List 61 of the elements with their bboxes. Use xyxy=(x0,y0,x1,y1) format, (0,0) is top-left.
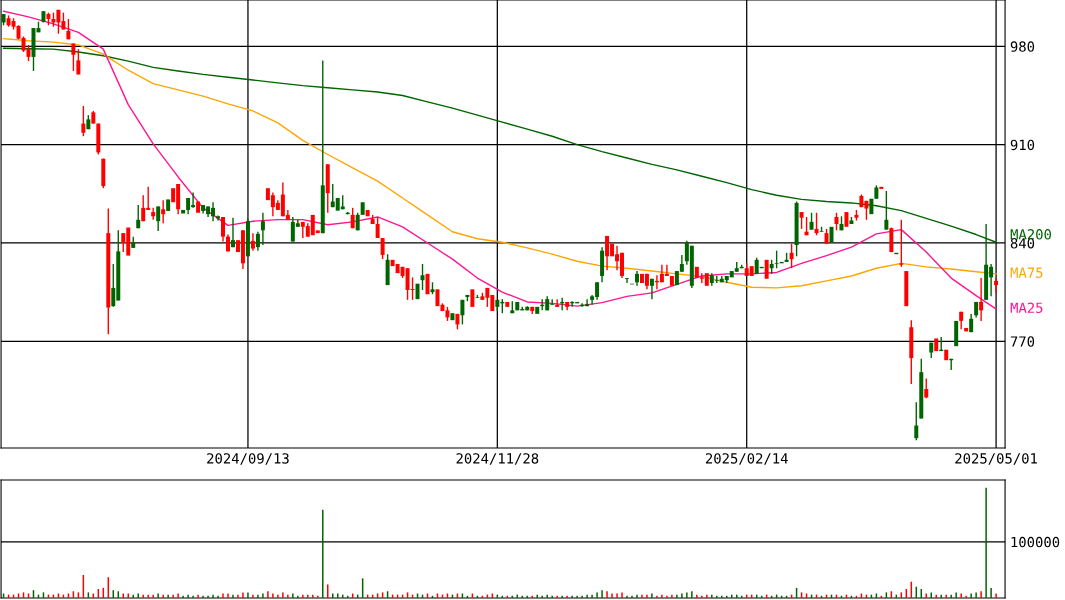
candlestick xyxy=(515,301,520,311)
candlestick xyxy=(156,205,161,232)
candlestick xyxy=(844,212,849,227)
candlestick xyxy=(625,277,629,284)
candlestick xyxy=(869,198,874,215)
candlestick xyxy=(196,201,201,213)
candlestick xyxy=(555,298,560,308)
series-label: MA25 xyxy=(1010,302,1043,314)
candlestick xyxy=(944,349,949,361)
candlestick xyxy=(879,186,884,189)
candlestick xyxy=(934,338,939,352)
candlestick xyxy=(380,237,385,260)
candlestick xyxy=(71,42,76,72)
candlestick xyxy=(789,242,794,269)
candlestick xyxy=(979,277,984,322)
candlestick xyxy=(884,190,889,231)
y-tick-label: 980 xyxy=(1010,41,1035,52)
candlestick xyxy=(914,401,919,441)
candlestick xyxy=(420,263,425,291)
candlestick xyxy=(994,277,999,294)
candlestick xyxy=(904,271,909,307)
line-series xyxy=(2,37,997,289)
y-tick-label: 770 xyxy=(1010,336,1035,347)
candlestick xyxy=(749,266,754,276)
x-tick-label: 2024/11/28 xyxy=(456,453,539,465)
candlestick xyxy=(260,212,265,246)
series-label: MA200 xyxy=(1010,229,1051,240)
candlestick xyxy=(814,212,819,236)
candlestick xyxy=(899,219,904,268)
candlestick xyxy=(365,209,370,217)
x-tick-label: 2024/09/13 xyxy=(207,453,289,465)
candlestick xyxy=(415,283,420,300)
candlestick xyxy=(81,105,86,137)
candlestick xyxy=(121,232,126,253)
candlestick xyxy=(450,313,455,321)
candlestick xyxy=(230,216,235,248)
candlestick xyxy=(360,202,365,215)
candlestick xyxy=(460,299,465,326)
candlestick xyxy=(151,207,156,221)
candlestick xyxy=(161,199,166,224)
candlestick xyxy=(535,306,540,314)
candlestick xyxy=(605,235,610,272)
candlestick xyxy=(704,273,709,286)
x-tick-label: 2025/05/01 xyxy=(955,453,1037,465)
line-series xyxy=(2,10,997,310)
candlestick xyxy=(954,320,959,347)
candlestick xyxy=(255,231,260,252)
candlestick xyxy=(435,289,440,307)
candlestick xyxy=(166,199,171,211)
x-tick-label: 2025/02/14 xyxy=(705,453,788,465)
candlestick xyxy=(764,259,769,279)
series-label: MA75 xyxy=(1010,267,1043,278)
candlestick xyxy=(505,301,510,307)
candlestick xyxy=(669,275,674,286)
candlestick xyxy=(221,216,226,243)
candlestick xyxy=(76,48,81,76)
candlestick xyxy=(141,194,146,222)
candlestick xyxy=(470,289,475,307)
y-tick-label: 100000 xyxy=(1011,536,1060,548)
candlestick xyxy=(924,377,929,399)
y-tick-label: 910 xyxy=(1010,139,1035,151)
